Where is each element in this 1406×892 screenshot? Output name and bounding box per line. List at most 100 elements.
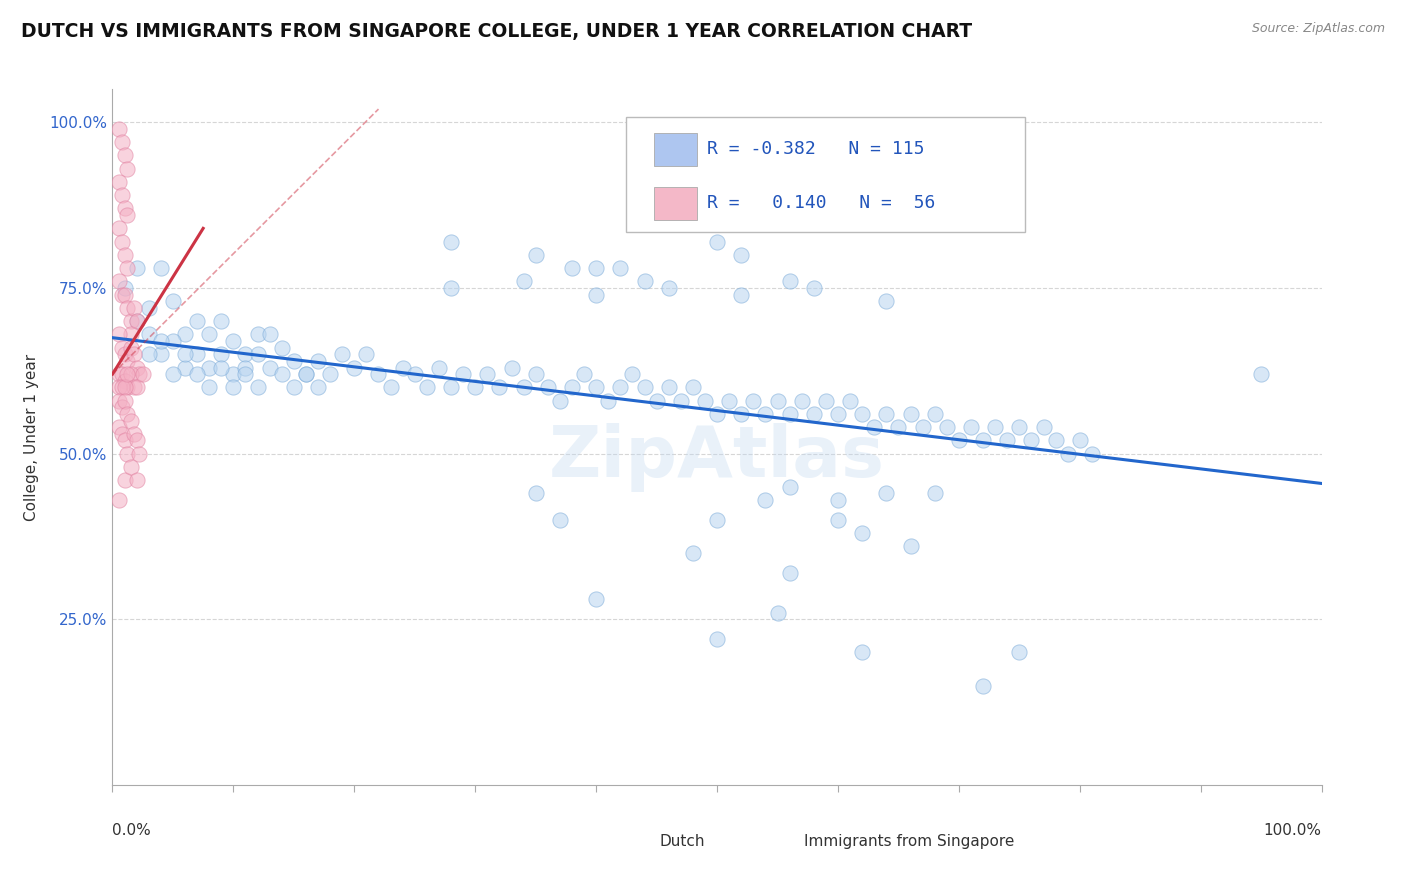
Point [107,274,129,288]
Point [307,354,329,368]
Point [122,301,145,315]
Point [730,407,752,421]
Point [122,380,145,394]
Point [111,401,134,415]
Point [111,287,134,301]
Point [235,347,257,361]
Point [598,393,620,408]
Point [851,526,873,541]
Point [718,393,741,408]
Point [115,261,138,276]
Point [246,380,269,394]
Point [440,380,463,394]
Point [779,566,801,580]
FancyBboxPatch shape [654,186,696,220]
Point [730,287,752,301]
Point [283,354,305,368]
Point [669,393,692,408]
Point [128,367,150,381]
Point [609,380,631,394]
Point [107,221,129,235]
Point [658,380,681,394]
Point [995,434,1018,448]
Point [803,407,825,421]
Point [924,486,946,500]
Point [107,393,129,408]
Point [1032,420,1054,434]
Point [111,426,134,441]
Point [222,334,245,348]
Point [924,407,946,421]
Point [1008,645,1031,659]
Point [585,287,607,301]
Point [120,341,142,355]
Point [122,347,145,361]
Point [138,327,160,342]
Point [246,347,269,361]
Point [270,367,292,381]
Point [115,208,138,222]
Point [391,360,413,375]
Text: Source: ZipAtlas.com: Source: ZipAtlas.com [1251,22,1385,36]
Point [122,426,145,441]
Point [125,434,148,448]
Point [283,380,305,394]
Point [440,235,463,249]
Point [114,148,136,162]
Text: 100.0%: 100.0% [1264,823,1322,838]
Point [524,248,547,262]
Point [111,188,134,202]
Point [198,327,221,342]
Point [766,606,789,620]
Point [803,281,825,295]
Point [125,473,148,487]
Point [730,248,752,262]
Point [107,420,129,434]
Point [114,248,136,262]
Point [572,367,595,381]
Point [162,334,184,348]
FancyBboxPatch shape [626,117,1025,232]
Point [548,393,571,408]
Point [174,327,197,342]
Point [120,327,142,342]
Point [524,486,547,500]
Text: DUTCH VS IMMIGRANTS FROM SINGAPORE COLLEGE, UNDER 1 YEAR CORRELATION CHART: DUTCH VS IMMIGRANTS FROM SINGAPORE COLLE… [21,22,972,41]
Point [114,434,136,448]
Point [1056,447,1078,461]
FancyBboxPatch shape [620,830,651,853]
Point [585,380,607,394]
Point [706,235,728,249]
Point [107,175,129,189]
Point [198,360,221,375]
Point [209,360,232,375]
Point [488,380,510,394]
Point [658,281,681,295]
Point [149,261,172,276]
Point [138,301,160,315]
Point [645,393,668,408]
Point [259,327,281,342]
Point [851,645,873,659]
Point [114,202,136,216]
Point [863,420,886,434]
Point [162,367,184,381]
Point [427,360,450,375]
Point [114,473,136,487]
Point [235,360,257,375]
Point [779,480,801,494]
Text: Immigrants from Singapore: Immigrants from Singapore [804,834,1015,849]
Point [114,287,136,301]
Point [742,393,765,408]
Point [295,367,318,381]
Point [198,380,221,394]
Point [935,420,957,434]
Point [125,380,148,394]
Point [501,360,523,375]
Point [246,327,269,342]
Point [1045,434,1067,448]
Text: Dutch: Dutch [659,834,704,849]
Point [115,447,138,461]
Point [209,347,232,361]
Point [330,347,353,361]
